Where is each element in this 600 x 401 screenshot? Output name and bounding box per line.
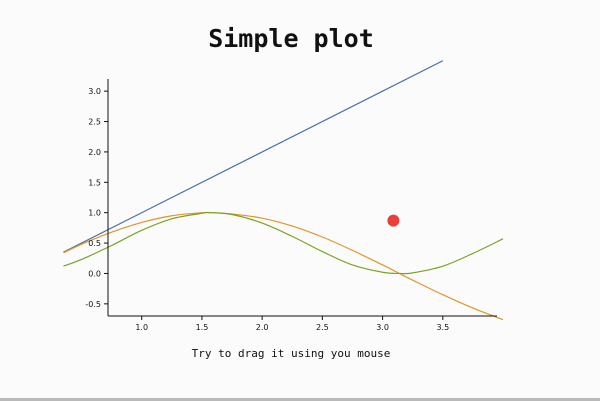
x-tick-label: 3.5: [436, 323, 449, 332]
y-tick-label: 3.0: [88, 87, 101, 96]
y-tick-label: 0.5: [88, 239, 101, 248]
x-tick-label: 1.0: [135, 323, 148, 332]
x-tick-label: 2.5: [316, 323, 329, 332]
series-line-2: [63, 211, 504, 321]
y-tick-label: 1.5: [88, 178, 101, 187]
series-line-1: [63, 60, 444, 253]
drag-hint: Try to drag it using you mouse: [191, 347, 391, 360]
chart-title: Simple plot: [208, 24, 374, 53]
point-layer: [387, 214, 400, 227]
x-tick-label: 1.5: [196, 323, 209, 332]
bottom-divider: [0, 398, 600, 401]
series-layer: [63, 60, 504, 321]
y-tick-label: 2.5: [88, 118, 101, 127]
axes-layer: -0.5 0.0 0.5 1.0 1.5 2.0 2.5 3.0 1.0 1.5 2.0 2.5 3.0…: [85, 79, 497, 332]
x-tick-label: 2.0: [256, 323, 269, 332]
y-tick-label: 1.0: [88, 209, 101, 218]
x-tick-label: 3.0: [376, 323, 389, 332]
draggable-point[interactable]: [387, 214, 400, 227]
series-line-3: [63, 211, 504, 275]
y-tick-label: 0.0: [88, 269, 101, 278]
y-tick-label: -0.5: [85, 300, 101, 309]
y-tick-label: 2.0: [88, 148, 101, 157]
